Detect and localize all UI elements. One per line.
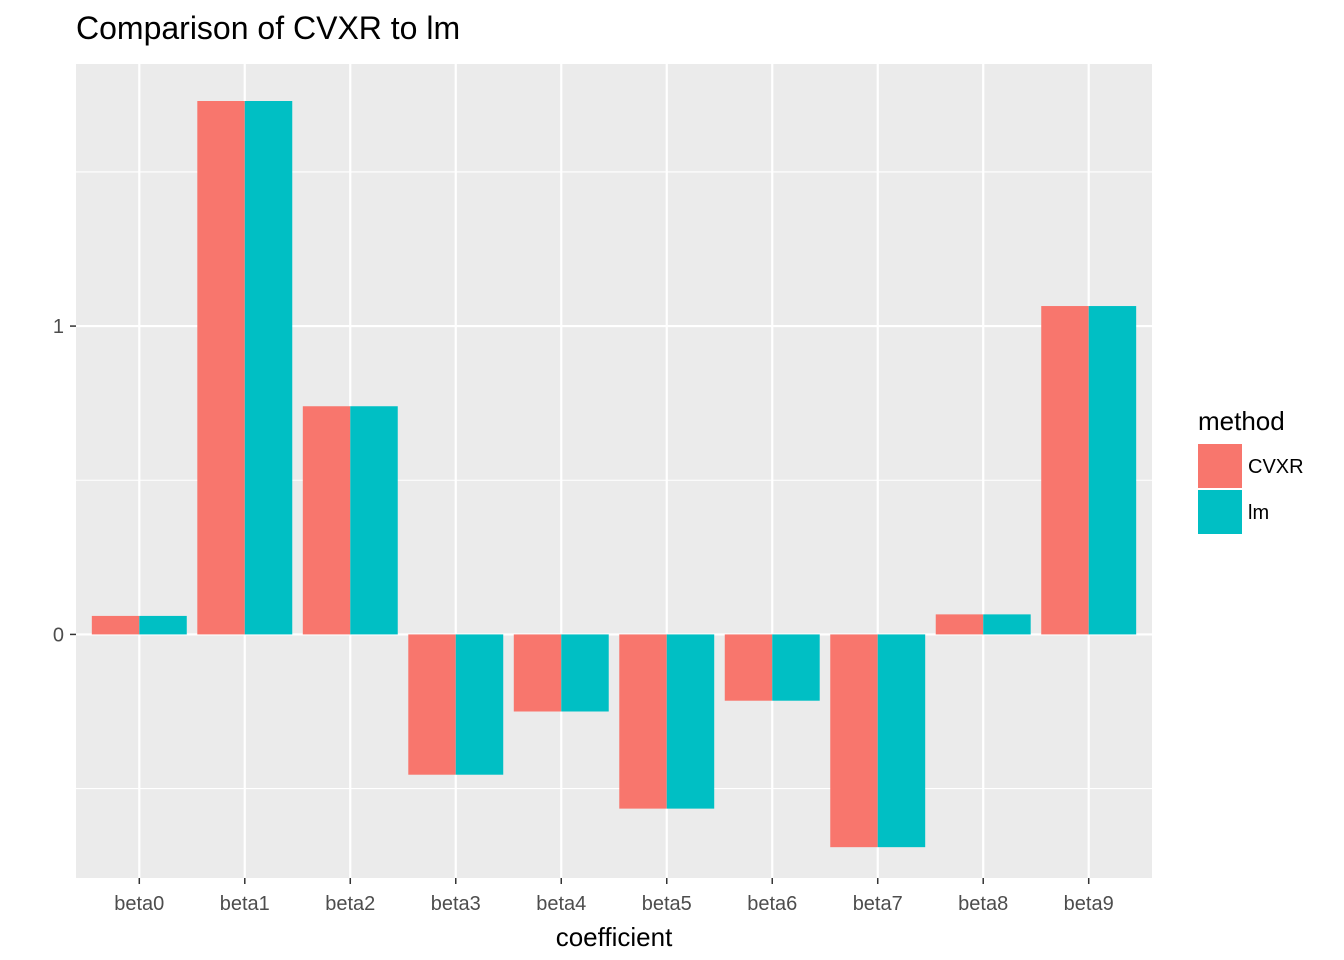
bars	[91, 101, 1137, 848]
bar-cvxr-beta2	[302, 406, 351, 635]
bar-cvxr-beta4	[513, 634, 562, 712]
x-tick-label: beta7	[853, 893, 903, 915]
bar-lm-beta4	[561, 634, 609, 712]
x-tick-label: beta8	[958, 893, 1008, 915]
bar-cvxr-beta5	[619, 634, 667, 809]
bar-cvxr-beta3	[408, 634, 456, 775]
bar-cvxr-beta9	[1041, 306, 1089, 635]
bar-lm-beta2	[350, 406, 398, 635]
bar-lm-beta3	[455, 634, 504, 775]
legend-items: CVXR lm	[1198, 444, 1304, 534]
legend-key-cvxr	[1198, 444, 1242, 488]
bar-cvxr-beta8	[935, 614, 984, 635]
bar-cvxr-beta0	[91, 615, 140, 635]
bar-lm-beta9	[1088, 306, 1137, 635]
bar-lm-beta0	[139, 615, 187, 635]
legend-label-lm: lm	[1248, 502, 1269, 524]
x-axis-title: coefficient	[556, 922, 673, 952]
y-tick-label: 1	[53, 316, 64, 338]
bar-lm-beta7	[877, 634, 926, 848]
x-axis: beta0 beta1 beta2 beta3 beta4 beta5 beta6 beta7…	[114, 878, 1114, 915]
x-tick-label: beta6	[747, 893, 797, 915]
chart-title: Comparison of CVXR to lm	[76, 10, 460, 46]
x-tick-label: beta4	[536, 893, 586, 915]
bar-cvxr-beta7	[830, 634, 878, 848]
x-tick-label: beta5	[642, 893, 692, 915]
legend-title: method	[1198, 406, 1285, 436]
x-tick-label: beta0	[114, 893, 164, 915]
x-tick-label: beta2	[325, 893, 375, 915]
bar-lm-beta5	[666, 634, 715, 809]
legend: method CVXR lm	[1198, 406, 1304, 534]
legend-label-cvxr: CVXR	[1248, 456, 1304, 478]
x-tick-label: beta3	[431, 893, 481, 915]
x-tick-label: beta1	[220, 893, 270, 915]
x-tick-label: beta9	[1064, 893, 1114, 915]
y-axis: 01	[53, 316, 76, 646]
bar-lm-beta6	[772, 634, 820, 701]
bar-cvxr-beta1	[197, 101, 245, 635]
bar-cvxr-beta6	[724, 634, 773, 701]
bar-lm-beta8	[983, 614, 1031, 635]
legend-key-lm	[1198, 490, 1242, 534]
y-tick-label: 0	[53, 624, 64, 646]
bar-lm-beta1	[244, 101, 293, 635]
